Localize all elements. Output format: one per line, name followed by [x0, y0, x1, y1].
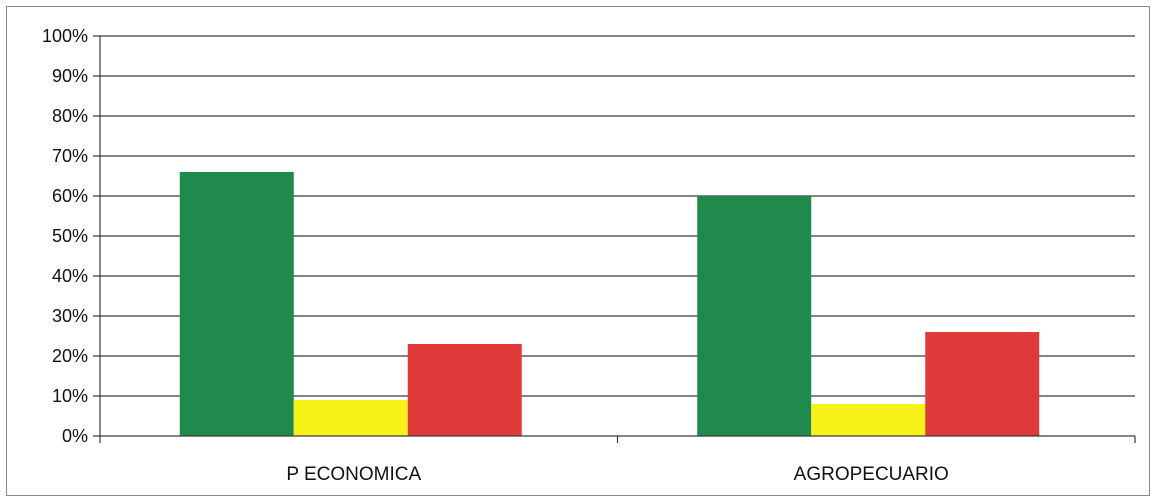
bar-series2-1 [293, 400, 408, 436]
bar-series3-2 [925, 332, 1040, 436]
y-tick-label: 50% [52, 226, 88, 246]
y-tick-label: 0% [62, 426, 88, 446]
axes [93, 35, 1136, 443]
x-category-label: P ECONOMICA [286, 464, 421, 485]
chart-frame: 0% 10% 20% 30% 40% 50% 60% 70% 80% 90% 100% P ECONO… [6, 6, 1150, 496]
bar-series1-2 [697, 196, 812, 436]
bars [179, 172, 1040, 436]
y-tick-label: 20% [52, 346, 88, 366]
x-category-label: AGROPECUARIO [794, 464, 949, 485]
y-tick-label: 40% [52, 266, 88, 286]
y-tick-label: 80% [52, 106, 88, 126]
y-tick-label: 100% [42, 26, 88, 46]
bar-series1-1 [179, 172, 294, 436]
y-tick-label: 70% [52, 146, 88, 166]
axis-labels: 0% 10% 20% 30% 40% 50% 60% 70% 80% 90% 100% P ECONO… [42, 26, 949, 485]
y-tick-label: 90% [52, 66, 88, 86]
bar-series3-1 [407, 344, 522, 436]
bar-series2-2 [811, 404, 926, 436]
y-tick-label: 10% [52, 386, 88, 406]
bar-chart: 0% 10% 20% 30% 40% 50% 60% 70% 80% 90% 100% P ECONO… [42, 26, 1136, 485]
y-tick-label: 30% [52, 306, 88, 326]
y-tick-label: 60% [52, 186, 88, 206]
